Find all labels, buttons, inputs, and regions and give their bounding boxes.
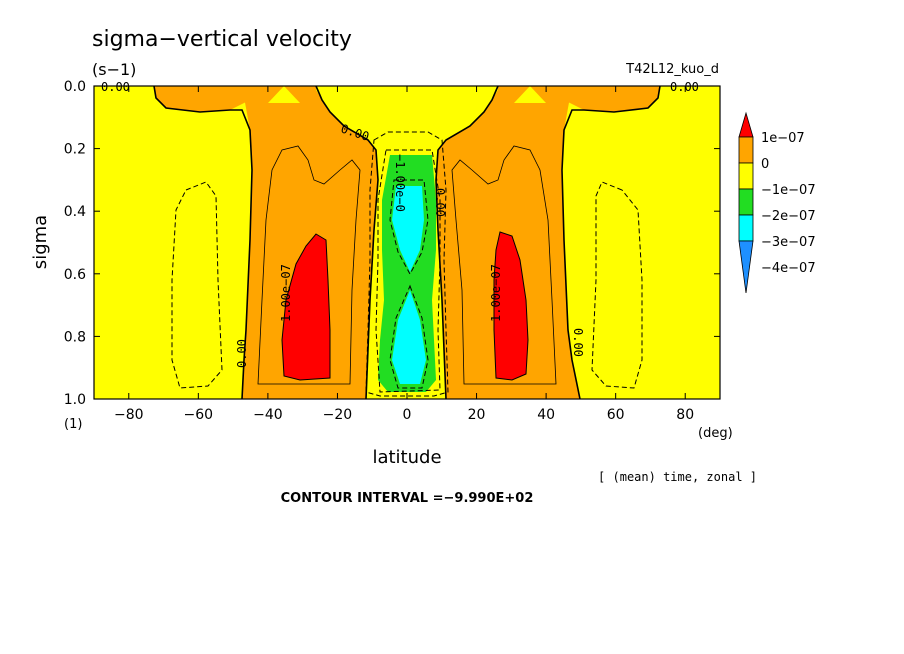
plot-area: 0.00 0.00 0.00 0.00 0.00 0.00 1.00e−07 1… [93,80,721,400]
legend-label: −4e−07 [761,261,816,276]
y-tick-label: 0.4 [64,204,86,220]
x-tick-label: 0 [403,407,412,423]
neg-contour-equator-mid [375,149,441,393]
x-tick-label: 80 [676,407,694,423]
x-axis: −80 −60 −40 −20 0 20 40 60 80 [114,86,694,423]
x-tick-label: −20 [323,407,353,423]
neg-contour-equator-lower [389,284,429,389]
chart-title: sigma−vertical velocity [92,27,352,52]
contour-label: 1.00e−07 [279,264,293,322]
legend-swatch [738,214,754,242]
right-top-lobe [556,86,660,112]
x-tick-label: 60 [607,407,625,423]
y-tick-label: 0.2 [64,142,86,158]
legend-swatch [738,188,754,216]
y-unit-label: (1) [64,417,82,432]
x-tick-label: −40 [253,407,283,423]
x-tick-label: −60 [184,407,214,423]
y-tick-label: 0.0 [64,79,86,95]
right-top-pocket [514,86,546,103]
x-axis-title: latitude [372,447,441,468]
contour-label: 0.00 [433,188,447,217]
right-updraft-region [436,86,660,399]
contour-label: 0.00 [571,328,585,357]
contour-label: 0.00 [101,80,130,94]
y-tick-label: 0.6 [64,267,86,283]
left-updraft-max [282,234,330,380]
legend-swatch [738,111,754,138]
legend-label: 1e−07 [761,131,805,146]
run-label: T42L12_kuo_d [625,62,719,77]
max-contour-left [281,233,331,381]
y-tick-label: 0.8 [64,329,86,345]
contour-interval-label: CONTOUR INTERVAL =−9.990E+02 [281,491,534,506]
legend-label: −1e−07 [761,183,816,198]
y-tick-label: 1.0 [64,392,86,408]
units-label: (s−1) [92,60,136,79]
right-updraft-max [494,232,528,380]
left-top-lobe [154,86,258,112]
averaging-note: [ (mean) time, zonal ] [598,470,757,484]
neg-contour-equator-inner [389,179,429,276]
legend-swatch [738,136,754,164]
neg-contour-equator-outer [365,131,449,397]
y-axis-title: sigma [30,215,51,269]
x-tick-label: −80 [114,407,144,423]
legend-label: −2e−07 [761,209,816,224]
legend-label: −3e−07 [761,235,816,250]
contour-lines [153,85,661,400]
x-tick-label: 20 [468,407,486,423]
x-unit-label: (deg) [698,426,733,441]
left-top-pocket [268,86,300,103]
y-axis: 0.0 0.2 0.4 0.6 0.8 1.0 [64,79,720,408]
x-tick-label: 40 [537,407,555,423]
pos-contour-right [451,145,557,385]
max-contour-right [493,231,529,381]
contour-label: 0.00 [235,339,249,368]
zero-contour-left [153,85,253,400]
equatorial-cyan-lower [392,290,426,384]
contour-label: 0.00 [670,80,699,94]
legend-label: 0 [761,157,769,172]
equatorial-cyan-upper [392,186,424,272]
color-legend: 1e−07 0 −1e−07 −2e−07 −3e−07 −4e−07 [738,111,816,294]
pos-contour-left [257,145,361,385]
legend-swatch [738,240,754,294]
contour-label: −1.00e−0 [393,154,407,212]
zero-contour-left-inner [315,85,379,400]
contour-labels: 0.00 0.00 0.00 0.00 0.00 0.00 1.00e−07 1… [101,80,699,368]
legend-swatch [738,162,754,190]
neg-contour-left [171,181,223,389]
zero-contour-right [561,85,661,400]
neg-contour-right [591,181,643,389]
contour-label: 1.00e−07 [489,264,503,322]
